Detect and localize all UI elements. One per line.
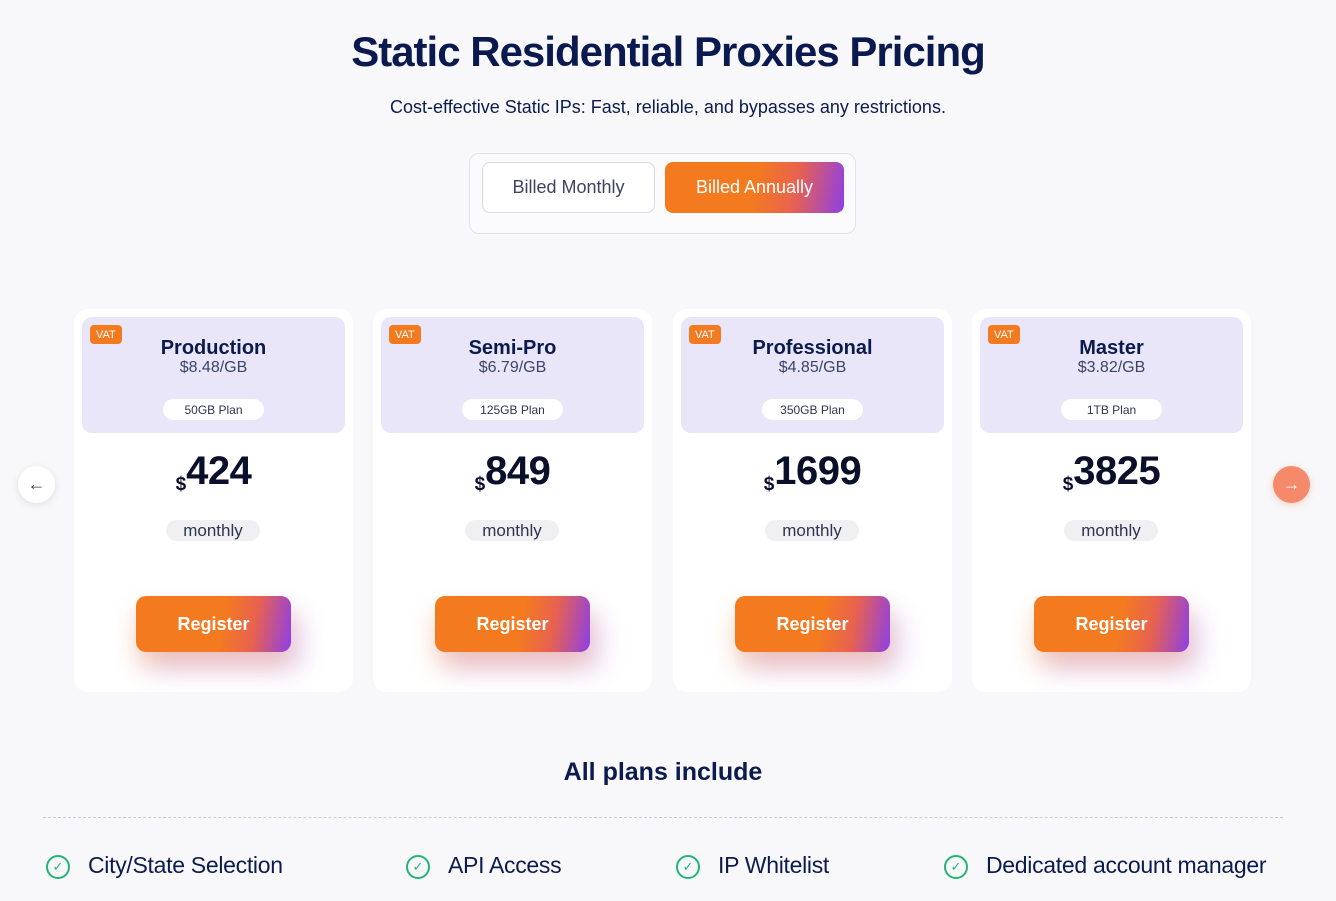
feature-item: ✓ City/State Selection <box>46 851 283 879</box>
plan-name: Semi-Pro <box>468 337 557 359</box>
billing-period-badge: monthly <box>166 520 260 541</box>
plan-header: VAT Professional $4.85/GB 350GB Plan <box>681 317 944 433</box>
feature-label: City/State Selection <box>88 851 283 878</box>
plan-header: VAT Production $8.48/GB 50GB Plan <box>82 317 345 433</box>
arrow-right-icon: → <box>1282 474 1301 494</box>
plan-header: VAT Master $3.82/GB 1TB Plan <box>980 317 1243 433</box>
register-button[interactable]: Register <box>435 596 590 652</box>
billing-period-badge: monthly <box>765 520 859 541</box>
page-title: Static Residential Proxies Pricing <box>351 28 986 75</box>
plan-size-badge: 50GB Plan <box>163 399 264 420</box>
billed-annually-button[interactable]: Billed Annually <box>665 162 844 213</box>
register-button[interactable]: Register <box>136 596 291 652</box>
feature-label: Dedicated account manager <box>986 851 1267 878</box>
billing-toggle: Billed Monthly Billed Annually <box>469 153 856 234</box>
plan-price: $424 <box>74 449 353 496</box>
currency-symbol: $ <box>175 474 187 495</box>
price-amount: 849 <box>485 449 551 493</box>
plan-rate: $4.85/GB <box>778 359 847 376</box>
feature-item: ✓ Dedicated account manager <box>944 851 1266 879</box>
page-subtitle: Cost-effective Static IPs: Fast, reliabl… <box>390 97 946 117</box>
carousel-next-button[interactable]: → <box>1273 466 1310 503</box>
section-divider <box>43 817 1283 818</box>
plan-card-master: VAT Master $3.82/GB 1TB Plan $3825 month… <box>972 309 1251 692</box>
feature-label: API Access <box>448 851 562 878</box>
plan-name: Professional <box>752 337 873 359</box>
plan-rate: $6.79/GB <box>478 359 547 376</box>
feature-label: IP Whitelist <box>718 851 830 878</box>
plan-price: $1699 <box>673 449 952 496</box>
plan-name: Master <box>1079 337 1144 359</box>
vat-badge: VAT <box>90 325 122 344</box>
arrow-left-icon: ← <box>27 474 46 494</box>
price-amount: 424 <box>186 449 252 493</box>
currency-symbol: $ <box>474 474 486 495</box>
plan-price: $849 <box>373 449 652 496</box>
feature-item: ✓ API Access <box>406 851 562 879</box>
vat-badge: VAT <box>988 325 1020 344</box>
feature-item: ✓ IP Whitelist <box>676 851 829 879</box>
plan-price: $3825 <box>972 449 1251 496</box>
check-circle-icon: ✓ <box>676 855 700 879</box>
vat-badge: VAT <box>389 325 421 344</box>
check-circle-icon: ✓ <box>46 855 70 879</box>
plan-card-professional: VAT Professional $4.85/GB 350GB Plan $16… <box>673 309 952 692</box>
billing-period-badge: monthly <box>465 520 559 541</box>
plan-rate: $3.82/GB <box>1077 359 1146 376</box>
check-circle-icon: ✓ <box>944 855 968 879</box>
currency-symbol: $ <box>763 474 775 495</box>
price-amount: 3825 <box>1073 449 1161 493</box>
plan-card-production: VAT Production $8.48/GB 50GB Plan $424 m… <box>74 309 353 692</box>
includes-title: All plans include <box>563 758 763 786</box>
vat-badge: VAT <box>689 325 721 344</box>
plan-name: Production <box>160 337 267 359</box>
price-amount: 1699 <box>774 449 862 493</box>
plan-card-semi-pro: VAT Semi-Pro $6.79/GB 125GB Plan $849 mo… <box>373 309 652 692</box>
plan-header: VAT Semi-Pro $6.79/GB 125GB Plan <box>381 317 644 433</box>
check-circle-icon: ✓ <box>406 855 430 879</box>
billing-period-badge: monthly <box>1064 520 1158 541</box>
plan-rate: $8.48/GB <box>179 359 248 376</box>
register-button[interactable]: Register <box>735 596 890 652</box>
plan-size-badge: 1TB Plan <box>1061 399 1162 420</box>
plan-size-badge: 125GB Plan <box>462 399 563 420</box>
currency-symbol: $ <box>1062 474 1074 495</box>
carousel-prev-button[interactable]: ← <box>18 466 55 503</box>
plan-size-badge: 350GB Plan <box>762 399 863 420</box>
register-button[interactable]: Register <box>1034 596 1189 652</box>
billed-monthly-button[interactable]: Billed Monthly <box>482 162 655 213</box>
